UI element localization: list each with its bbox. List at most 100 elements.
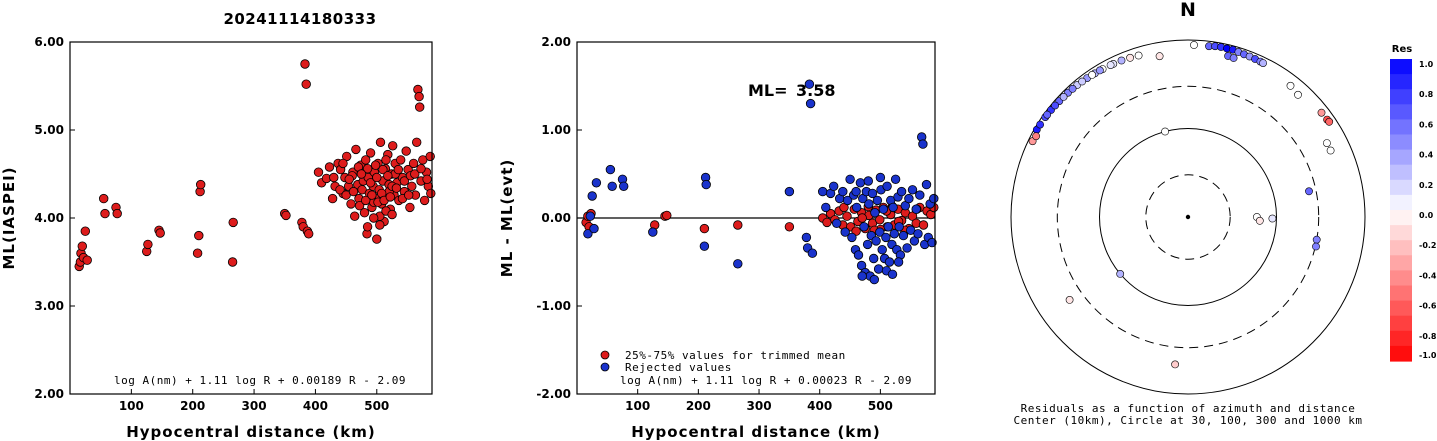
residual-distance-ylabel: ML - ML(evt) bbox=[498, 159, 516, 277]
ml-distance-point-s0-63 bbox=[375, 137, 386, 148]
ml-distance-point-s0-133 bbox=[416, 163, 426, 174]
colorbar-tick-label: -0.2 bbox=[1419, 241, 1437, 250]
azimuth-point-40 bbox=[1317, 108, 1326, 117]
ml-distance-point-s0-60 bbox=[372, 234, 382, 244]
residual-distance-point-s0-25 bbox=[875, 215, 885, 225]
residual-distance-point-s1-35 bbox=[855, 178, 866, 188]
residual-distance-point-s1-47 bbox=[870, 207, 880, 218]
azimuth-point-52 bbox=[1161, 127, 1169, 136]
azimuth-point-16 bbox=[1088, 71, 1096, 79]
ml-distance-point-s0-111 bbox=[393, 164, 404, 175]
residual-distance-point-s0-16 bbox=[842, 211, 852, 221]
residual-distance-formula: log A(nm) + 1.11 log R + 0.00023 R - 2.0… bbox=[620, 374, 912, 387]
ml-distance-point-s0-101 bbox=[372, 172, 382, 183]
residual-distance-point-s1-77 bbox=[911, 204, 921, 214]
colorbar-tick-label: 0.0 bbox=[1419, 211, 1434, 220]
ml-distance-point-s0-122 bbox=[348, 186, 359, 197]
ml-distance-point-s0-110 bbox=[356, 169, 367, 179]
colorbar-block bbox=[1390, 59, 1412, 75]
residual-distance-point-s1-58 bbox=[883, 222, 894, 232]
colorbar-tick-label: 0.8 bbox=[1419, 90, 1434, 99]
ml-distance-xlabel: Hypocentral distance (km) bbox=[126, 423, 376, 441]
ml-distance-point-s0-139 bbox=[387, 209, 397, 220]
colorbar-block bbox=[1390, 330, 1412, 347]
ml-distance-point-s0-96 bbox=[425, 151, 435, 162]
residual-distance-xtick-label: 100 bbox=[625, 399, 650, 413]
ml-distance-point-s0-137 bbox=[375, 220, 385, 230]
residual-distance-point-s1-42 bbox=[864, 199, 874, 209]
ml-distance-point-s0-51 bbox=[361, 155, 371, 165]
residual-distance-point-s1-28 bbox=[842, 195, 853, 206]
ml-distance-points bbox=[74, 59, 436, 272]
ml-distance-point-s0-43 bbox=[350, 211, 360, 221]
legend-rejected-label: Rejected values bbox=[625, 361, 732, 374]
residual-distance-point-s1-91 bbox=[863, 176, 874, 186]
residual-distance-point-s1-14 bbox=[784, 186, 795, 197]
residual-distance-xtick-label: 400 bbox=[807, 399, 832, 413]
colorbar-title: Res bbox=[1392, 44, 1412, 55]
azimuth-point-20 bbox=[1126, 53, 1134, 62]
residual-distance-ytick-label: 0.00 bbox=[541, 211, 571, 225]
colorbar-tick-label: -0.4 bbox=[1419, 271, 1437, 280]
ml-distance-point-s0-3 bbox=[77, 241, 88, 251]
colorbar-block bbox=[1390, 300, 1412, 317]
ml-distance-point-s0-83 bbox=[405, 202, 415, 213]
ml-distance-point-s0-90 bbox=[415, 102, 425, 112]
residual-distance-point-s1-57 bbox=[882, 181, 892, 192]
residual-distance-point-s1-4 bbox=[591, 178, 602, 188]
ml-distance-ytick-label: 5.00 bbox=[34, 123, 64, 137]
ml-distance-point-s0-32 bbox=[324, 162, 335, 172]
colorbar-block bbox=[1390, 149, 1412, 166]
azimuth-point-48 bbox=[1268, 214, 1277, 223]
residual-distance-point-s1-86 bbox=[927, 237, 937, 248]
residual-distance-point-s1-26 bbox=[838, 186, 848, 197]
ml-distance-point-s0-124 bbox=[361, 195, 371, 206]
azimuth-caption-2: Center (10km), Circle at 30, 100, 300 an… bbox=[1013, 414, 1362, 427]
azimuth-point-39 bbox=[1294, 90, 1302, 99]
ml-distance-point-s0-78 bbox=[396, 155, 406, 165]
ml-distance-point-s0-29 bbox=[313, 167, 324, 177]
ml-distance-point-s0-107 bbox=[362, 163, 373, 174]
ml-distance-point-s0-84 bbox=[407, 181, 417, 192]
ml-distance-point-s0-89 bbox=[414, 91, 424, 102]
residual-distance-point-s1-51 bbox=[875, 227, 885, 237]
ml-distance-point-s0-15 bbox=[192, 248, 203, 258]
residual-distance-point-s1-81 bbox=[918, 139, 928, 149]
ring-100km bbox=[1099, 128, 1277, 306]
residual-distance-xtick-label: 500 bbox=[868, 399, 893, 413]
ml-distance-point-s0-93 bbox=[419, 195, 430, 206]
ml-distance-ylabel: ML(IASPEI) bbox=[0, 166, 18, 269]
colorbar-block bbox=[1390, 74, 1412, 90]
residual-distance-point-s0-7 bbox=[699, 223, 710, 234]
ml-distance-point-s0-28 bbox=[304, 229, 314, 239]
colorbar-block bbox=[1390, 315, 1412, 332]
residual-distance-point-s1-63 bbox=[889, 229, 900, 239]
residual-distance-point-s1-75 bbox=[907, 185, 918, 195]
residual-distance-point-s1-29 bbox=[845, 174, 855, 185]
residual-distance-point-s1-3 bbox=[589, 223, 599, 234]
figure-title: 20241114180333 bbox=[223, 10, 376, 28]
azimuth-point-21 bbox=[1134, 51, 1143, 60]
residual-distance-point-s1-38 bbox=[859, 222, 869, 232]
ml-distance-point-s0-44 bbox=[351, 144, 361, 155]
colorbar-block bbox=[1390, 225, 1412, 241]
ml-distance-point-s0-119 bbox=[329, 172, 339, 183]
residual-distance-point-s1-87 bbox=[929, 193, 939, 204]
ml-distance-point-s0-128 bbox=[385, 192, 396, 202]
residual-distance-point-s1-34 bbox=[853, 250, 864, 260]
legend-rejected-marker bbox=[600, 362, 610, 372]
azimuth-point-47 bbox=[1255, 216, 1264, 225]
ml-distance-point-s0-134 bbox=[422, 174, 432, 185]
colorbar-tick-label: 1.0 bbox=[1419, 60, 1434, 69]
ml-distance-point-s0-33 bbox=[327, 193, 338, 204]
ring-30km bbox=[1145, 174, 1231, 260]
colorbar-block bbox=[1390, 210, 1412, 226]
azimuth-point-42 bbox=[1325, 117, 1334, 126]
colorbar-block bbox=[1390, 255, 1412, 271]
residual-distance-xlabel: Hypocentral distance (km) bbox=[631, 423, 881, 441]
residual-distance-point-s0-37 bbox=[918, 220, 929, 230]
ml-distance-point-s0-123 bbox=[354, 200, 365, 211]
residual-distance-point-s1-15 bbox=[801, 232, 812, 243]
colorbar-tick-label: -0.8 bbox=[1419, 332, 1437, 341]
ml-value: 3.58 bbox=[796, 81, 835, 100]
